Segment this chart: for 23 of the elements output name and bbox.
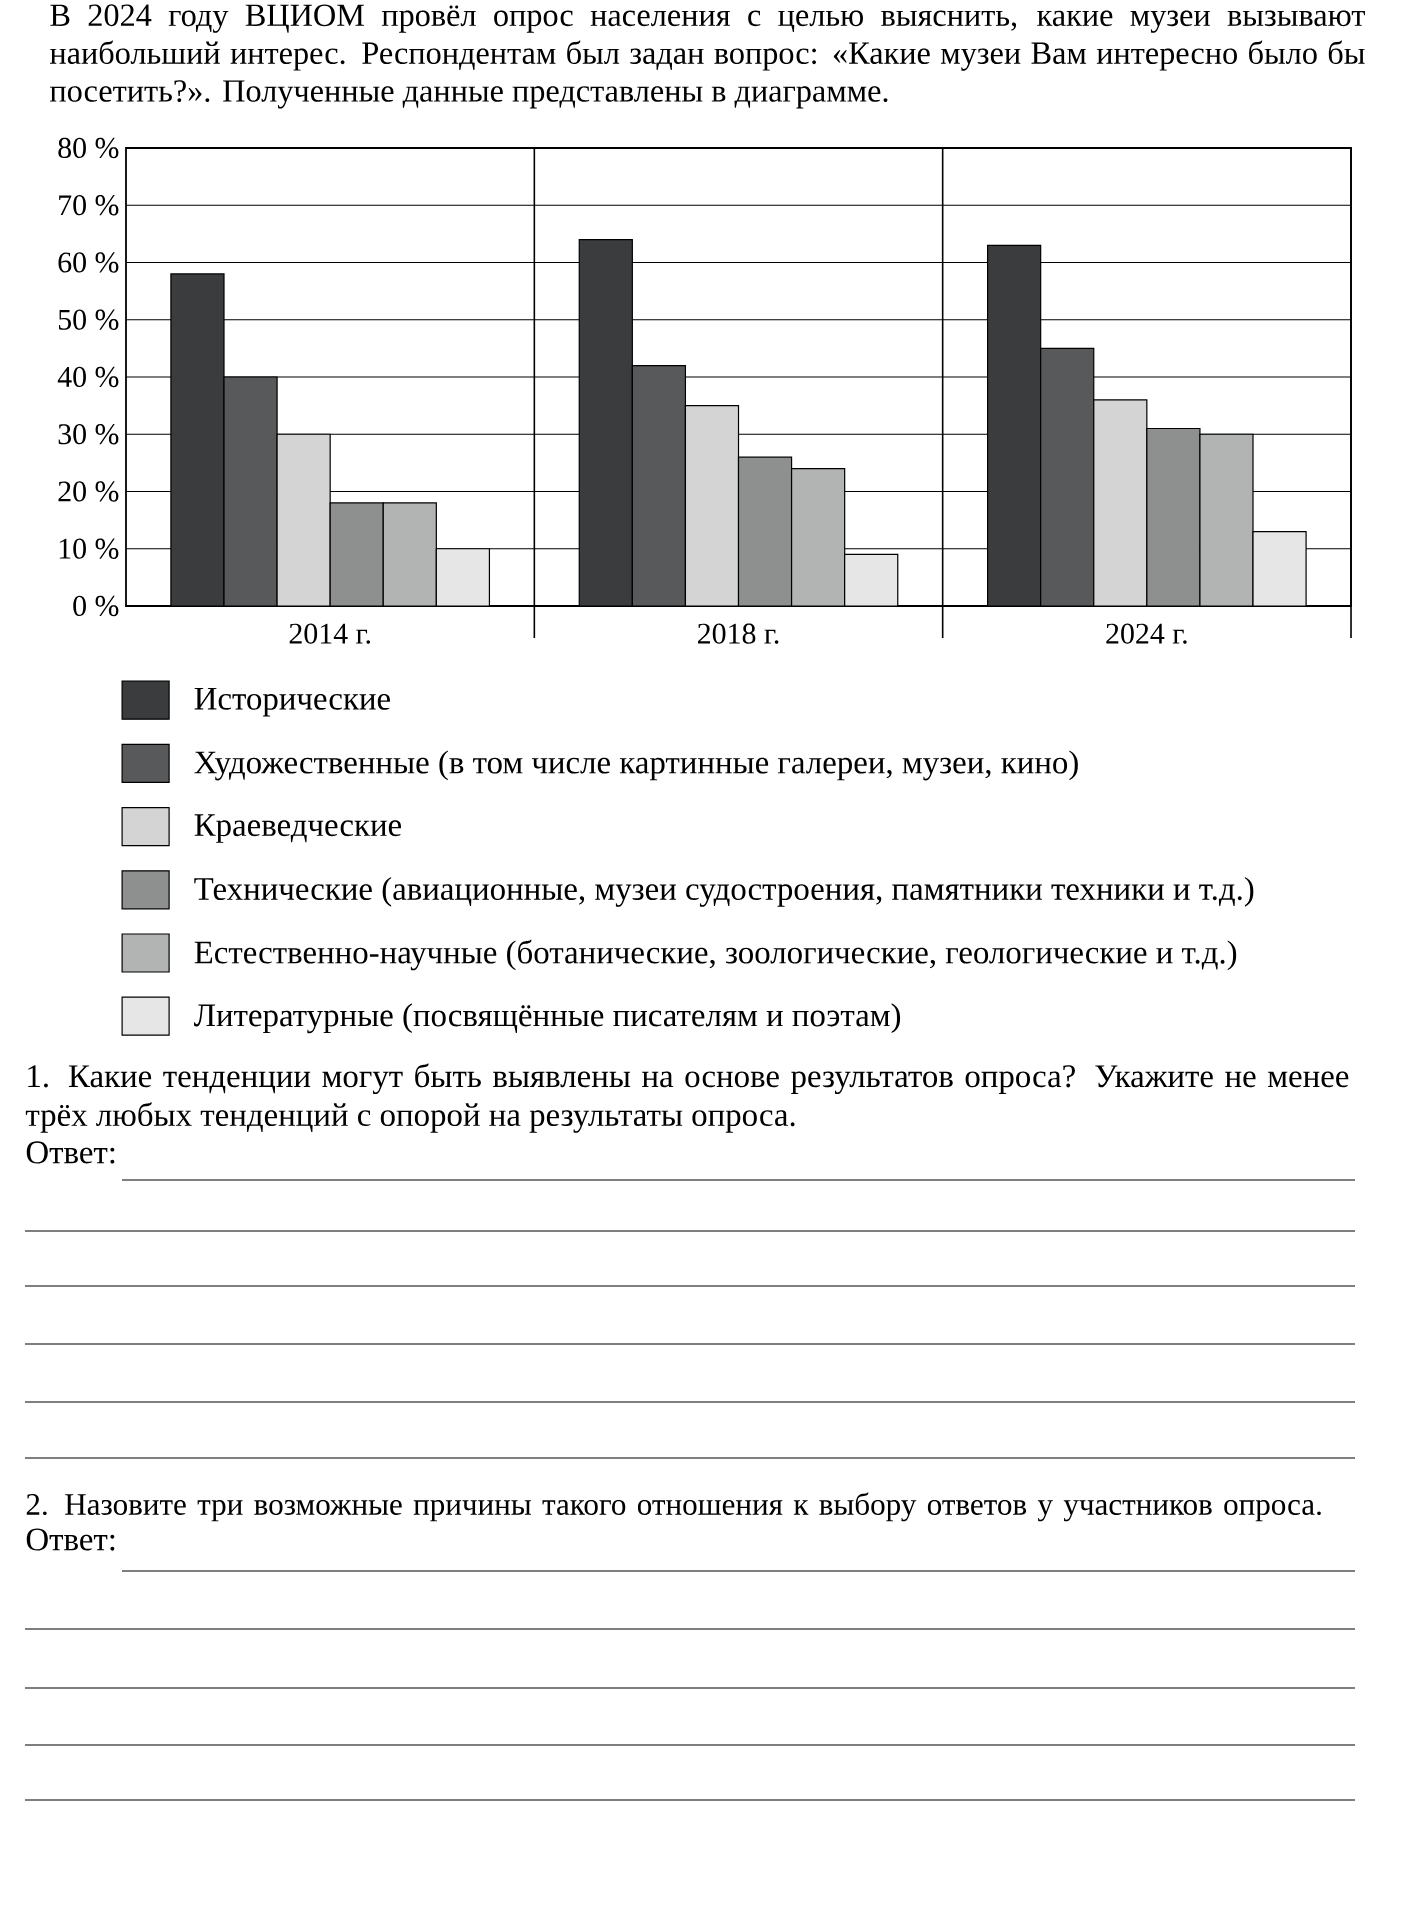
legend-label: Художественные (в том числе картинные галереи, музеи, кино) [194, 750, 1078, 781]
y-tick-label: 60 % [58, 252, 119, 273]
text: 1. Какие тенденции могут быть выявлены на основе результатов опроса? Укажите не менее трёх любых тенденций с опорой на результаты опроса. [25, 1063, 1349, 1133]
legend-label: Литературные (посвящённые писателям и поэтам) [194, 1003, 901, 1034]
y-tick-label: 40 % [57, 366, 119, 388]
y-tick-label: 10 % [59, 538, 119, 559]
x-tick-label: 2024 г. [1106, 623, 1187, 644]
legend-label: Естественно-научные (ботанические, зоологические, геологические и т.д.) [194, 939, 1237, 971]
y-tick-label: 0 % [73, 595, 119, 617]
x-tick-label: 2014 г. [289, 623, 371, 644]
legend-label: Технические (авиационные, музеи судостроения, памятники техники и т.д.) [194, 876, 1254, 907]
y-tick-label: 70 % [59, 195, 119, 216]
chart-title: В 2024 году ВЦИОМ провёл опрос населения с целью выяснить, какие музеи вызывают наибольший интерес. Респондентам был задан вопрос: «Какие музеи Вам интересно было бы посетить?». Полученные данные представлены в диаграмме. [49, 4, 1365, 109]
x-tick-label: 2018 г. [698, 623, 779, 644]
legend-label: Краеведческие [194, 814, 401, 843]
y-tick-label: 80 % [58, 137, 119, 159]
y-tick-label: 30 % [58, 424, 119, 445]
text: 2. Назовите три возможные причины такого отношения к выбору ответов у участников опроса. [26, 1492, 1321, 1522]
text: Ответ: [26, 1141, 115, 1164]
legend-label: Исторические [194, 687, 390, 717]
text: Ответ: [26, 1528, 115, 1551]
y-tick-label: 20 % [58, 481, 119, 502]
y-tick-label: 50 % [58, 309, 119, 330]
